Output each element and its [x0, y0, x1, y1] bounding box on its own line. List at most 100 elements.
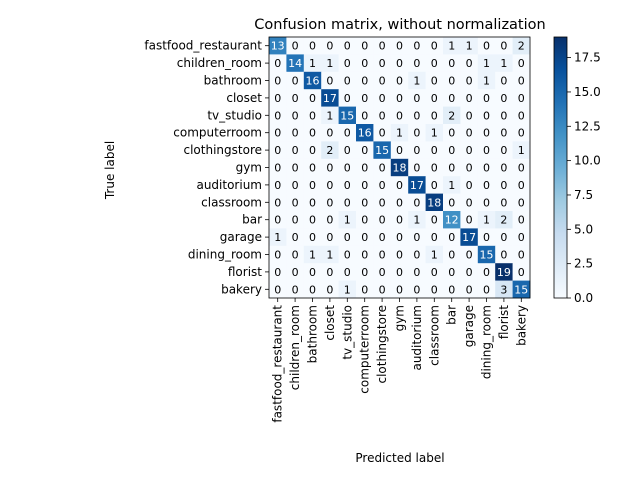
x-tick-label-garage: garage — [462, 305, 476, 347]
heatmap-cell-14-7 — [390, 280, 409, 299]
heatmap-cell-8-11 — [460, 176, 479, 194]
cell-value-11-5: 0 — [361, 231, 368, 244]
heatmap-cell-8-13 — [495, 176, 513, 194]
cell-value-6-12: 0 — [483, 144, 490, 157]
heatmap-cell-13-5 — [356, 263, 374, 281]
cell-value-14-3: 0 — [326, 283, 333, 296]
heatmap-cell-3-9 — [425, 89, 444, 107]
heatmap-cell-4-5 — [356, 106, 374, 125]
cell-value-2-5: 0 — [361, 75, 368, 88]
heatmap-cell-2-0 — [269, 71, 287, 90]
cell-value-11-8: 0 — [413, 231, 420, 244]
cell-value-9-13: 0 — [500, 196, 507, 209]
heatmap-cell-2-3 — [321, 71, 339, 90]
heatmap-cell-2-6 — [373, 71, 392, 90]
heatmap-cell-1-14 — [512, 54, 531, 73]
heatmap-cell-13-14 — [512, 263, 531, 281]
heatmap-cell-1-11 — [460, 54, 479, 73]
cell-value-12-5: 0 — [361, 249, 368, 262]
heatmap-cell-6-10 — [443, 141, 461, 160]
heatmap-cell-12-12 — [477, 245, 496, 264]
cell-value-3-4: 0 — [344, 92, 351, 105]
cell-value-8-3: 0 — [326, 179, 333, 192]
heatmap-cell-6-6 — [373, 141, 392, 160]
heatmap-cell-0-1 — [286, 37, 305, 55]
cell-value-3-9: 0 — [431, 92, 438, 105]
cell-value-2-1: 0 — [292, 75, 299, 88]
colorbar-tick-label-5: 12.5 — [574, 119, 601, 133]
cell-value-7-0: 0 — [274, 162, 281, 175]
cell-value-4-11: 0 — [466, 109, 473, 122]
heatmap-cell-6-5 — [356, 141, 374, 160]
cell-value-6-1: 0 — [292, 144, 299, 157]
cell-value-2-3: 0 — [326, 75, 333, 88]
heatmap-cell-6-8 — [408, 141, 426, 160]
cell-value-0-1: 0 — [292, 40, 299, 53]
heatmap-cell-2-10 — [443, 71, 461, 90]
cell-value-6-7: 0 — [396, 144, 403, 157]
cell-value-2-12: 1 — [483, 75, 490, 88]
cell-value-8-1: 0 — [292, 179, 299, 192]
cell-value-0-14: 2 — [518, 40, 525, 53]
heatmap-cell-1-7 — [390, 54, 409, 73]
heatmap-cell-1-10 — [443, 54, 461, 73]
heatmap-cell-0-5 — [356, 37, 374, 55]
cell-value-14-7: 0 — [396, 283, 403, 296]
heatmap-cell-4-0 — [269, 106, 287, 125]
cell-value-2-7: 0 — [396, 75, 403, 88]
cell-value-8-11: 0 — [466, 179, 473, 192]
heatmap-cell-8-7 — [390, 176, 409, 194]
heatmap-cell-3-3 — [321, 89, 339, 107]
cell-value-5-13: 0 — [500, 127, 507, 140]
cell-value-1-5: 0 — [361, 57, 368, 70]
cell-value-1-11: 0 — [466, 57, 473, 70]
heatmap-cell-4-7 — [390, 106, 409, 125]
heatmap-cell-6-11 — [460, 141, 479, 160]
heatmap-cell-13-12 — [477, 263, 496, 281]
heatmap-cell-14-14 — [512, 280, 531, 299]
cell-value-14-10: 0 — [448, 283, 455, 296]
heatmap-cell-6-1 — [286, 141, 305, 160]
heatmap-cell-2-11 — [460, 71, 479, 90]
cell-value-13-4: 0 — [344, 266, 351, 279]
cell-value-12-7: 0 — [396, 249, 403, 262]
heatmap-cell-14-0 — [269, 280, 287, 299]
cell-value-1-1: 14 — [288, 57, 302, 70]
cell-value-8-7: 0 — [396, 179, 403, 192]
cell-value-14-0: 0 — [274, 283, 281, 296]
heatmap-cell-2-2 — [303, 71, 322, 90]
cell-value-6-4: 0 — [344, 144, 351, 157]
heatmap-cell-8-12 — [477, 176, 496, 194]
heatmap-cell-2-12 — [477, 71, 496, 90]
y-tick-label-clothingstore: clothingstore — [184, 143, 263, 157]
cell-value-5-3: 0 — [326, 127, 333, 140]
heatmap-cell-1-4 — [338, 54, 357, 73]
x-axis-label: Predicted label — [355, 451, 444, 465]
heatmap-cell-7-1 — [286, 158, 305, 177]
cell-value-4-14: 0 — [518, 109, 525, 122]
heatmap-cell-14-11 — [460, 280, 479, 299]
cell-value-1-6: 0 — [379, 57, 386, 70]
heatmap-cell-5-9 — [425, 124, 444, 142]
cell-value-6-13: 0 — [500, 144, 507, 157]
heatmap-cell-14-13 — [495, 280, 513, 299]
heatmap-cell-4-11 — [460, 106, 479, 125]
x-tick-label-dining_room: dining_room — [480, 305, 494, 379]
cell-value-12-13: 0 — [500, 249, 507, 262]
heatmap-cell-11-3 — [321, 228, 339, 247]
heatmap-cell-1-3 — [321, 54, 339, 73]
cell-value-14-1: 0 — [292, 283, 299, 296]
cell-value-6-5: 0 — [361, 144, 368, 157]
heatmap-cell-0-6 — [373, 37, 392, 55]
cell-value-11-11: 17 — [462, 231, 476, 244]
heatmap-cell-3-13 — [495, 89, 513, 107]
heatmap-cell-7-8 — [408, 158, 426, 177]
cell-value-3-8: 0 — [413, 92, 420, 105]
cell-value-6-2: 0 — [309, 144, 316, 157]
heatmap-cell-5-4 — [338, 124, 357, 142]
cell-value-13-1: 0 — [292, 266, 299, 279]
y-tick-label-auditorium: auditorium — [196, 178, 262, 192]
colorbar-tick-label-4: 10.0 — [574, 154, 601, 168]
heatmap-cell-0-2 — [303, 37, 322, 55]
cell-value-4-9: 0 — [431, 109, 438, 122]
